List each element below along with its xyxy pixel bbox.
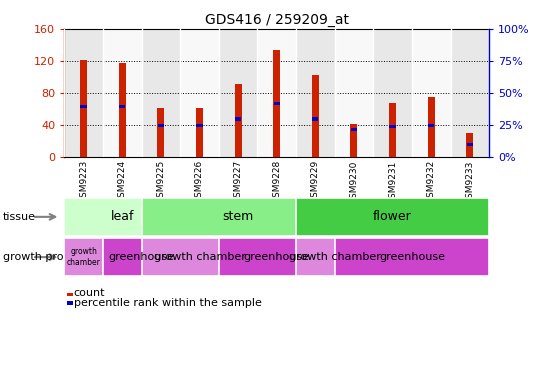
Bar <box>141 29 180 157</box>
Text: growth chamber: growth chamber <box>154 252 245 262</box>
Bar <box>373 29 412 157</box>
Bar <box>273 50 280 157</box>
Bar <box>158 124 164 127</box>
Bar <box>351 128 357 131</box>
Bar <box>64 29 103 157</box>
Text: growth chamber: growth chamber <box>288 252 381 262</box>
Bar <box>296 29 335 157</box>
Bar <box>350 124 357 157</box>
Bar <box>80 60 87 157</box>
Bar <box>235 84 241 157</box>
Bar <box>389 103 396 157</box>
Bar <box>158 108 164 157</box>
Bar <box>235 117 241 120</box>
Bar <box>219 29 257 157</box>
Text: greenhouse: greenhouse <box>244 252 310 262</box>
Bar <box>196 124 202 127</box>
Text: tissue: tissue <box>3 212 36 222</box>
Bar <box>196 108 203 157</box>
Bar <box>451 29 489 157</box>
Bar <box>119 105 125 108</box>
Bar <box>428 124 434 127</box>
Text: greenhouse: greenhouse <box>379 252 445 262</box>
Bar <box>80 105 87 108</box>
Bar <box>312 117 319 120</box>
Bar <box>312 75 319 157</box>
Bar <box>390 125 396 128</box>
Bar <box>335 29 373 157</box>
Title: GDS416 / 259209_at: GDS416 / 259209_at <box>205 13 349 27</box>
Bar <box>119 63 126 157</box>
Bar <box>467 143 473 146</box>
Text: growth
chamber: growth chamber <box>67 247 101 267</box>
Bar <box>273 102 280 105</box>
Bar <box>412 29 451 157</box>
Text: greenhouse: greenhouse <box>108 252 174 262</box>
Text: leaf: leaf <box>111 210 134 223</box>
Text: growth protocol: growth protocol <box>3 252 91 262</box>
Bar <box>428 97 435 157</box>
Text: count: count <box>74 288 105 298</box>
Bar <box>103 29 141 157</box>
Text: stem: stem <box>222 210 254 223</box>
Bar <box>180 29 219 157</box>
Bar <box>466 133 473 157</box>
Text: percentile rank within the sample: percentile rank within the sample <box>74 298 262 308</box>
Text: flower: flower <box>373 210 412 223</box>
Bar <box>257 29 296 157</box>
